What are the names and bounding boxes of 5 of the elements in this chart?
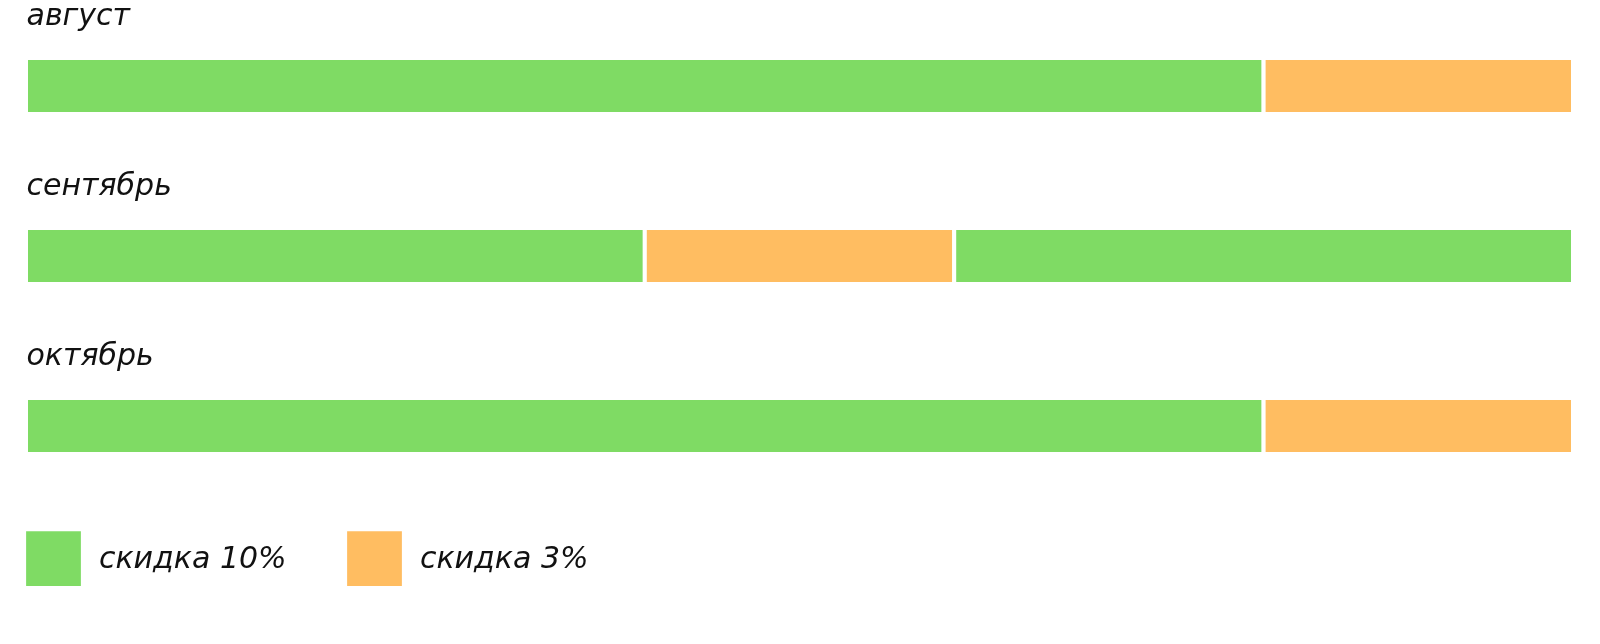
y-tick-label: октябрь bbox=[26, 337, 154, 372]
y-tick-label: август bbox=[26, 0, 132, 32]
legend-label: скидка 10% bbox=[99, 539, 287, 575]
legend-label: скидка 3% bbox=[420, 539, 589, 575]
y-tick-label: сентябрь bbox=[26, 167, 172, 202]
